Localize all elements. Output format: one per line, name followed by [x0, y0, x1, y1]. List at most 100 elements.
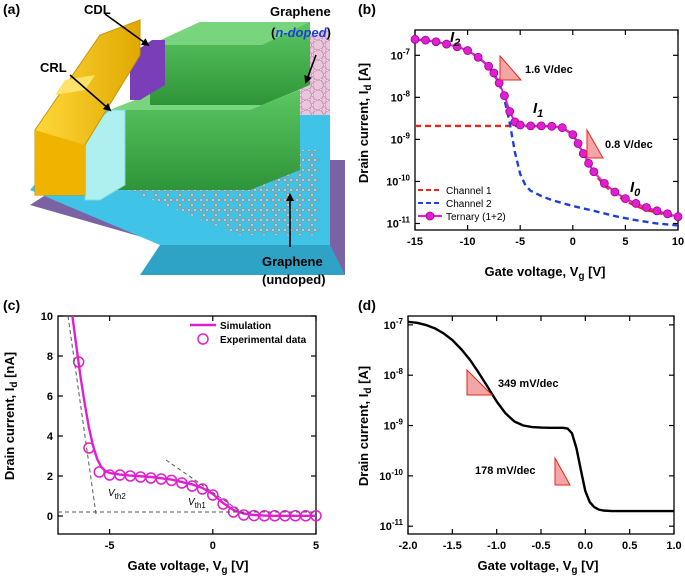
chart-b-marker-2 — [663, 209, 672, 219]
chart-c-point-1 — [217, 498, 229, 510]
crl-leader — [69, 74, 112, 112]
label-crl: CRL — [40, 60, 67, 75]
chart-b-marker-2 — [431, 37, 441, 47]
chart-b-frame — [414, 29, 679, 231]
annot-vth2: Vth2 — [108, 488, 126, 501]
chart-b-marker-2 — [610, 187, 620, 197]
chart-b-marker-2 — [652, 206, 662, 216]
label-cdl: CDL — [84, 2, 111, 17]
chart-c-plot-area: -5 0 5 0 2 4 6 8 10 — [41, 311, 322, 552]
slope-triangle-2 — [586, 128, 604, 159]
chart-b-marker-2 — [421, 35, 430, 45]
chart-b-marker-2 — [573, 139, 583, 148]
chart-c-xtick-label: 5 — [313, 540, 319, 552]
chart-d-xtick-label: -1.5 — [443, 540, 462, 552]
annot-slope-d1: 349 mV/dec — [498, 378, 559, 390]
chart-d-xlabel: Gate voltage, Vg [V] — [478, 558, 599, 576]
panel-c-letter: (c) — [3, 297, 20, 313]
chart-b-ylabel: Drain current, Id [A] — [356, 63, 374, 183]
chart-b: (b) -15 -10 -5 0 5 10 10-11 10-10 10-9 10-8 10-7 G… — [356, 1, 684, 282]
upper-green-top — [150, 22, 310, 45]
chart-b-marker-2 — [442, 39, 451, 49]
chart-b-ytick-label: 10-8 — [391, 89, 411, 104]
label-ndoped: (n-doped) — [271, 25, 331, 40]
chart-c-legend: Simulation Experimental data — [190, 321, 307, 346]
gold-electrode-highlight — [55, 75, 95, 95]
legend-label-ternary: Ternary (1+2) — [446, 212, 506, 223]
annot-slope-2: 0.8 V/dec — [605, 139, 653, 151]
chart-b-marker-2 — [526, 121, 536, 131]
chart-b-marker-2 — [463, 46, 473, 55]
chart-b-xtick-label: 5 — [622, 236, 628, 248]
panel-b-letter: (b) — [358, 1, 376, 17]
legend-label-channel-2: Channel 2 — [446, 199, 492, 210]
chart-b-marker-2 — [505, 107, 515, 116]
slope-triangle-1 — [499, 54, 523, 81]
chart-c-frame — [57, 315, 317, 535]
chart-c-xlabel: Gate voltage, Vg [V] — [128, 558, 249, 576]
chart-b-marker-2 — [557, 123, 567, 133]
chart-b-marker-2 — [473, 52, 483, 62]
chart-c-point-1 — [103, 469, 116, 481]
chart-d-plot-area: -2.0 -1.5 -1.0 -0.5 0.0 0.5 1.0 10-11 10-10 10-9 1… — [379, 315, 682, 552]
chart-b-marker-2 — [673, 212, 683, 222]
chart-b-marker-2 — [621, 194, 630, 204]
chart-b-xtick-label: -10 — [460, 236, 476, 248]
chart-c: (c) -5 0 5 0 2 4 6 8 10 Gate voltage, Vg [V] Dra… — [2, 297, 322, 576]
chart-b-marker-2 — [584, 158, 593, 168]
chart-c-point-1 — [207, 489, 219, 501]
chart-c-point-1 — [83, 442, 95, 454]
chart-c-point-1 — [93, 466, 106, 478]
annot-slope-d2: 178 mV/dec — [475, 465, 536, 477]
annot-i1: I1 — [533, 100, 543, 120]
chart-d-ytick-label: 10-8 — [384, 367, 404, 382]
gold-electrode-front — [35, 130, 85, 195]
chart-c-xtick-label: 0 — [210, 540, 216, 552]
chart-c-ytick-label: 2 — [47, 471, 53, 483]
panel-d-letter: (d) — [358, 297, 376, 313]
chart-b-ytick-label: 10-9 — [391, 131, 411, 146]
label-undoped: (undoped) — [262, 272, 326, 287]
chart-b-marker-2 — [489, 68, 499, 78]
chart-b-xlabel: Gate voltage, Vg [V] — [485, 264, 606, 282]
chart-b-ytick-label: 10-11 — [387, 215, 411, 230]
chart-b-marker-2 — [410, 34, 420, 44]
cdl-leader — [104, 13, 150, 47]
annot-vth1: Vth1 — [188, 497, 206, 510]
chart-d-ytick-label: 10-7 — [384, 317, 404, 332]
slope-triangle-d1 — [466, 368, 494, 396]
chart-c-point-1 — [165, 474, 178, 487]
legend-label-experimental: Experimental data — [220, 335, 307, 346]
chart-b-marker-2 — [578, 149, 588, 158]
chart-d-ytick-label: 10-11 — [380, 518, 404, 533]
annot-i0: I0 — [630, 179, 641, 199]
chart-b-legend: Channel 1 Channel 2 Ternary (1+2) — [418, 186, 506, 223]
chart-d-xtick-label: -1.0 — [487, 540, 506, 552]
chart-c-ytick-label: 8 — [47, 351, 53, 363]
label-graphene-bottom: Graphene — [262, 254, 323, 269]
legend-marker-ternary — [425, 211, 435, 221]
chart-c-ytick-label: 10 — [41, 311, 53, 323]
substrate-front-face — [140, 245, 345, 275]
chart-b-marker-2 — [500, 91, 509, 101]
chart-c-ytick-label: 4 — [47, 431, 54, 443]
chart-b-xtick-label: -15 — [407, 236, 423, 248]
chart-b-ytick-label: 10-10 — [386, 173, 410, 188]
chart-d-ylabel: Drain current, Id [A] — [356, 366, 374, 486]
chart-b-marker-2 — [642, 203, 651, 212]
chart-b-xtick-label: 0 — [570, 236, 576, 248]
chart-c-point-1 — [176, 477, 188, 489]
chart-d-xtick-label: -2.0 — [399, 540, 418, 552]
chart-d-xtick-label: 0.0 — [578, 540, 593, 552]
chart-c-ytick-label: 6 — [47, 391, 53, 403]
chart-c-ylabel: Drain current, Id [nA] — [2, 352, 20, 480]
chart-b-marker-2 — [494, 78, 504, 88]
label-graphene-top: Graphene — [270, 4, 331, 19]
slope-triangle-d2 — [554, 456, 571, 486]
chart-d: (d) -2.0 -1.5 -1.0 -0.5 0.0 0.5 1.0 10-11 10-10 1… — [356, 297, 682, 576]
tangent-line-vth1 — [165, 459, 245, 515]
chart-b-marker-2 — [568, 130, 578, 140]
chart-d-xtick-label: -0.5 — [532, 540, 551, 552]
chart-b-series-line-1 — [414, 38, 679, 227]
